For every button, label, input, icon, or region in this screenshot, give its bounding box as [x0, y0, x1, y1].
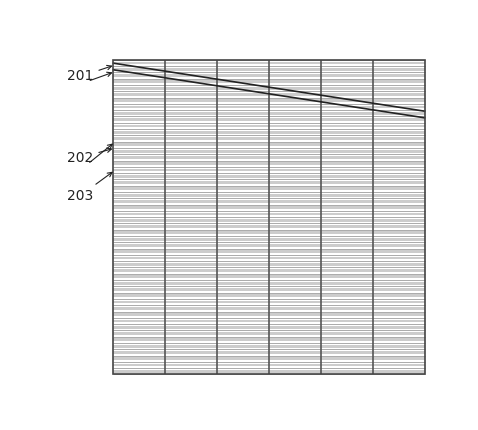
Bar [113, 175, 424, 178]
Bar [113, 250, 424, 253]
Bar [113, 206, 424, 209]
Bar [113, 212, 424, 215]
Bar [113, 332, 424, 335]
Bar [113, 87, 424, 89]
Bar [113, 313, 424, 316]
Bar [113, 200, 424, 203]
Bar [113, 68, 424, 71]
Bar [113, 106, 424, 108]
Bar [113, 244, 424, 247]
Bar [113, 370, 424, 373]
Bar [113, 93, 424, 96]
Bar [113, 257, 424, 259]
Bar [113, 225, 424, 228]
Bar [113, 156, 424, 159]
Bar [113, 326, 424, 329]
Bar [113, 276, 424, 278]
Bar [113, 301, 424, 304]
Bar [113, 319, 424, 322]
Bar [113, 263, 424, 266]
Bar [113, 74, 424, 77]
Bar [113, 125, 424, 127]
Bar [113, 143, 424, 146]
Bar [113, 238, 424, 240]
Bar [113, 194, 424, 197]
Bar [113, 187, 424, 190]
Bar [113, 364, 424, 366]
Bar [113, 162, 424, 165]
Bar [113, 150, 424, 153]
Bar [113, 219, 424, 222]
Bar [113, 60, 424, 375]
Bar [113, 80, 424, 83]
Text: 201: 201 [67, 65, 111, 83]
Bar [113, 118, 424, 121]
Bar [113, 137, 424, 140]
Bar [113, 181, 424, 184]
Bar [113, 295, 424, 297]
Bar [113, 169, 424, 172]
Text: 202: 202 [67, 148, 111, 165]
Bar [113, 357, 424, 360]
Bar [113, 282, 424, 285]
Bar [113, 61, 424, 64]
Text: 203: 203 [67, 172, 112, 203]
Bar [113, 60, 424, 375]
Bar [113, 269, 424, 272]
Bar [113, 288, 424, 291]
Bar [113, 112, 424, 115]
Bar [113, 351, 424, 354]
Bar [113, 307, 424, 310]
Bar [113, 345, 424, 347]
Bar [113, 99, 424, 102]
Bar [113, 131, 424, 134]
Bar [113, 231, 424, 234]
Bar [113, 338, 424, 341]
